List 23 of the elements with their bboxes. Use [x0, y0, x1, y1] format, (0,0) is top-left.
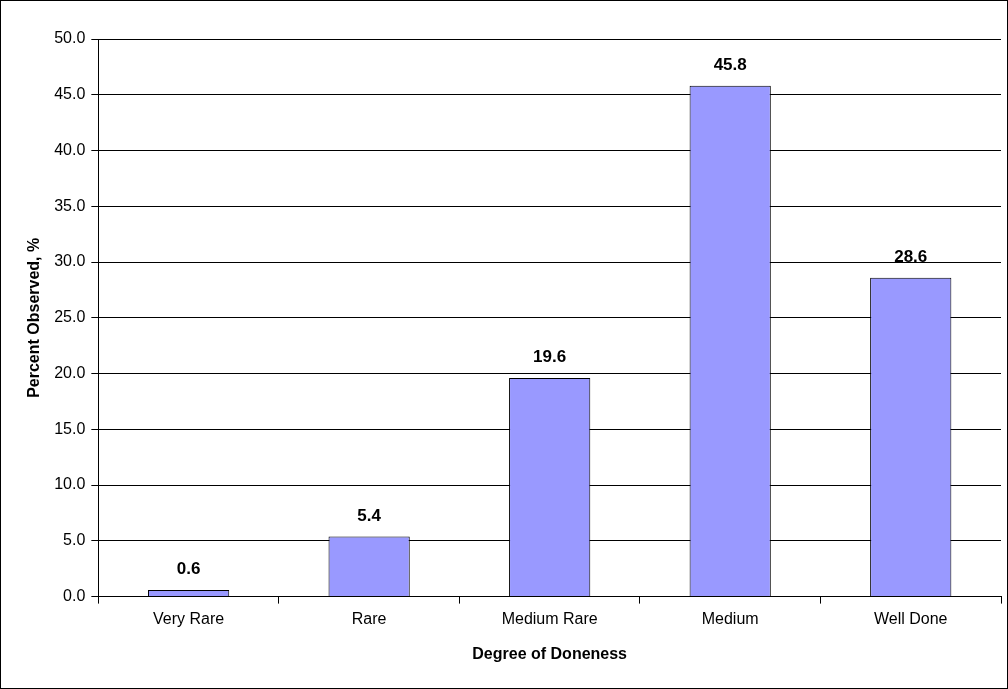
y-tick-label: 45.0: [54, 85, 86, 103]
y-tick-label: 10.0: [54, 475, 86, 493]
y-tick-label: 20.0: [54, 363, 86, 381]
y-tick-label: 50.0: [54, 29, 86, 47]
data-label: 45.8: [713, 55, 747, 75]
data-label: 19.6: [533, 347, 567, 367]
y-tick-label: 15.0: [54, 419, 86, 437]
x-tick-label: Medium: [701, 609, 759, 627]
y-tick-label: 40.0: [54, 140, 86, 158]
x-axis-title: Degree of Doneness: [472, 644, 628, 662]
data-label: 0.6: [176, 559, 201, 579]
y-tick-label: 0.0: [63, 587, 86, 605]
data-label: 5.4: [357, 505, 382, 525]
x-tick-label: Medium Rare: [501, 609, 598, 627]
data-label: 28.6: [894, 246, 928, 266]
y-axis-title: Percent Observed, %: [25, 237, 43, 398]
y-tick-label: 30.0: [54, 252, 86, 270]
x-tick-label: Rare: [351, 609, 387, 627]
y-tick-label: 25.0: [54, 308, 86, 326]
x-tick-label: Well Done: [873, 609, 948, 627]
y-tick-label: 5.0: [63, 531, 86, 549]
y-tick-label: 35.0: [54, 196, 86, 214]
x-tick-label: Very Rare: [153, 609, 225, 627]
